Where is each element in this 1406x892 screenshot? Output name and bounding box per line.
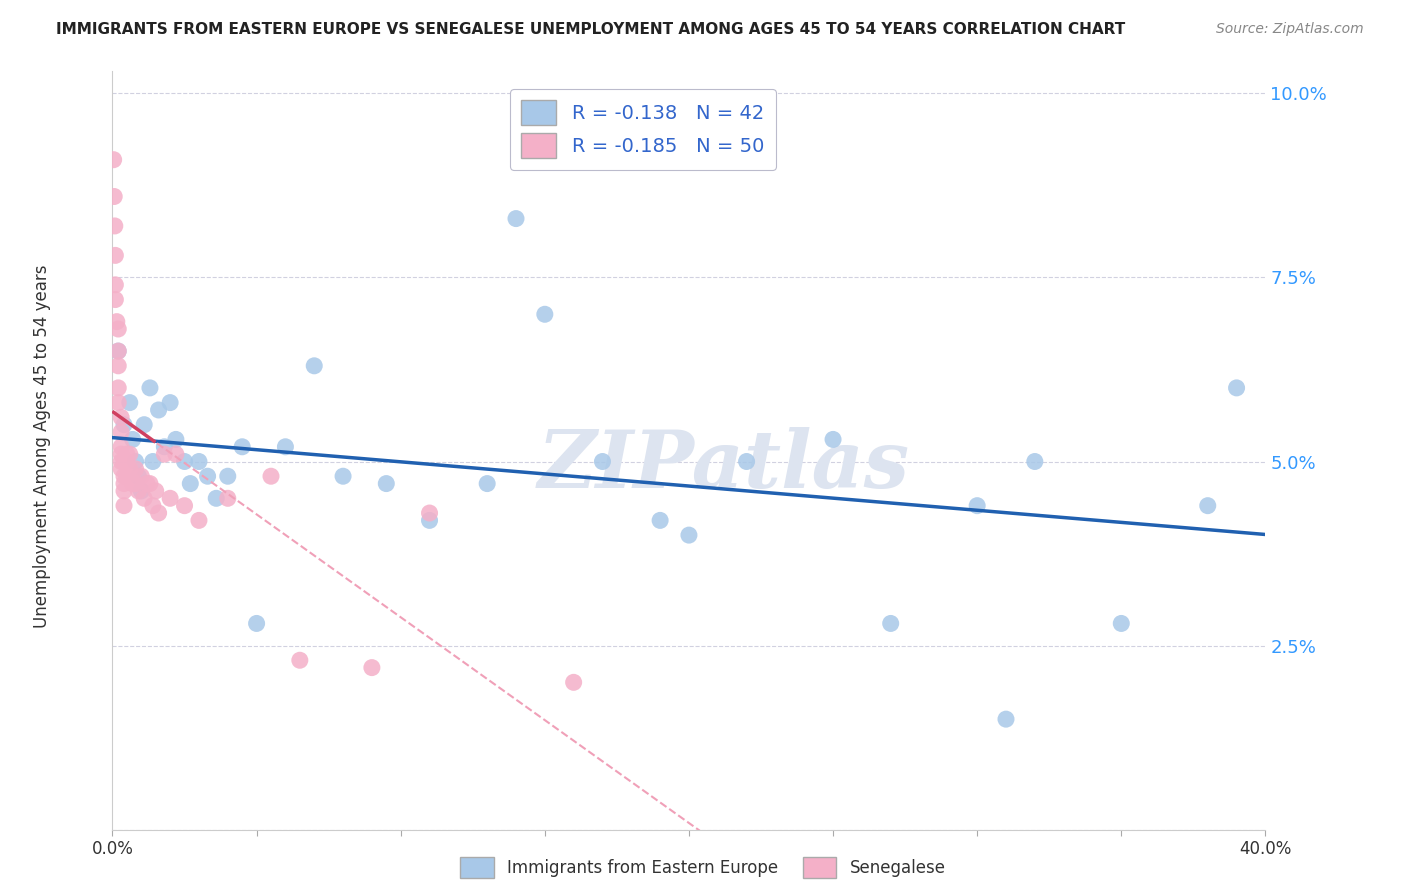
Point <box>678 528 700 542</box>
Point <box>148 403 170 417</box>
Point <box>112 469 135 483</box>
Point <box>821 433 844 447</box>
Point <box>735 454 758 468</box>
Point <box>110 462 132 476</box>
Point <box>274 440 297 454</box>
Legend: R = -0.138   N = 42, R = -0.185   N = 50: R = -0.138 N = 42, R = -0.185 N = 50 <box>510 88 776 169</box>
Point <box>332 469 354 483</box>
Point <box>288 653 311 667</box>
Point <box>104 277 127 292</box>
Point <box>103 153 125 167</box>
Point <box>592 454 614 468</box>
Point <box>148 506 170 520</box>
Point <box>159 491 181 506</box>
Point <box>966 499 988 513</box>
Point <box>110 425 132 439</box>
Point <box>475 476 499 491</box>
Point <box>304 359 326 373</box>
Point <box>419 513 441 527</box>
Point <box>104 293 127 307</box>
Point <box>1226 381 1249 395</box>
Point <box>142 499 165 513</box>
Text: ZIPatlas: ZIPatlas <box>537 427 910 504</box>
Point <box>246 616 269 631</box>
Point <box>650 513 672 527</box>
Text: Source: ZipAtlas.com: Source: ZipAtlas.com <box>1216 22 1364 37</box>
Point <box>112 454 135 468</box>
Point <box>360 660 382 674</box>
Point <box>136 476 159 491</box>
Point <box>505 211 527 226</box>
Point <box>107 395 129 409</box>
Point <box>153 440 176 454</box>
Point <box>880 616 903 631</box>
Point <box>129 469 153 483</box>
Point <box>112 483 135 498</box>
Point <box>112 499 135 513</box>
Point <box>103 189 125 203</box>
Point <box>104 219 127 233</box>
Point <box>110 447 132 461</box>
Point <box>134 491 156 506</box>
Point <box>110 454 132 468</box>
Point <box>129 483 153 498</box>
Point <box>112 417 135 432</box>
Point <box>165 433 187 447</box>
Point <box>1197 499 1219 513</box>
Point <box>107 322 129 336</box>
Point <box>562 675 585 690</box>
Point <box>118 462 141 476</box>
Point <box>121 476 143 491</box>
Point <box>118 395 141 409</box>
Point <box>110 440 132 454</box>
Point <box>173 499 195 513</box>
Point <box>118 447 141 461</box>
Point <box>231 440 253 454</box>
Point <box>419 506 441 520</box>
Point <box>188 513 211 527</box>
Point <box>375 476 398 491</box>
Point <box>107 344 129 359</box>
Point <box>1024 454 1046 468</box>
Point <box>197 469 219 483</box>
Point <box>165 447 187 461</box>
Point <box>153 447 176 461</box>
Point <box>260 469 283 483</box>
Point <box>124 476 146 491</box>
Point <box>107 359 129 373</box>
Point <box>145 483 167 498</box>
Legend: Immigrants from Eastern Europe, Senegalese: Immigrants from Eastern Europe, Senegale… <box>454 851 952 884</box>
Point <box>534 307 557 321</box>
Point <box>107 344 129 359</box>
Point <box>112 476 135 491</box>
Point <box>115 447 138 461</box>
Point <box>127 469 149 483</box>
Point <box>188 454 211 468</box>
Point <box>217 469 239 483</box>
Point <box>107 381 129 395</box>
Point <box>110 410 132 425</box>
Point <box>127 483 149 498</box>
Point <box>121 433 143 447</box>
Point <box>124 454 146 468</box>
Point <box>159 395 181 409</box>
Point <box>1111 616 1133 631</box>
Point <box>105 315 128 329</box>
Point <box>139 381 162 395</box>
Point <box>173 454 195 468</box>
Point <box>179 476 201 491</box>
Point <box>139 476 162 491</box>
Point <box>217 491 239 506</box>
Point <box>134 417 156 432</box>
Point <box>205 491 228 506</box>
Point <box>115 454 138 468</box>
Point <box>115 469 138 483</box>
Text: Unemployment Among Ages 45 to 54 years: Unemployment Among Ages 45 to 54 years <box>34 264 51 628</box>
Point <box>104 248 127 262</box>
Point <box>124 462 146 476</box>
Point <box>995 712 1018 726</box>
Point <box>142 454 165 468</box>
Text: IMMIGRANTS FROM EASTERN EUROPE VS SENEGALESE UNEMPLOYMENT AMONG AGES 45 TO 54 YE: IMMIGRANTS FROM EASTERN EUROPE VS SENEGA… <box>56 22 1125 37</box>
